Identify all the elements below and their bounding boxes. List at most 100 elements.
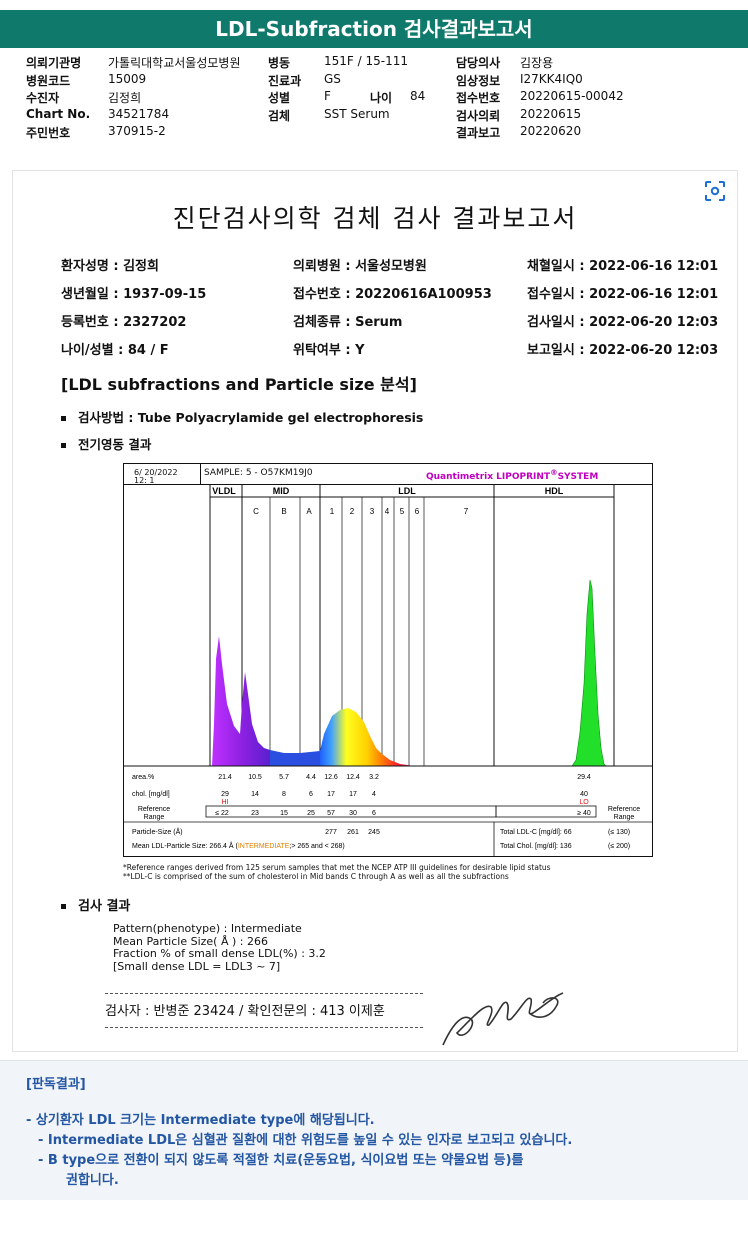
interpretation-heading: [판독결과]	[26, 1077, 86, 1092]
particle-value: 245	[368, 829, 380, 836]
ref-value: 57	[327, 810, 335, 817]
meta-label: 병원코드	[26, 73, 71, 88]
patient-field: 등록번호 : 2327202	[61, 315, 187, 330]
result-line: [Small dense LDL = LDL3 ~ 7]	[113, 959, 281, 973]
lipoprint-chart: 6/ 20/2022 12: 1 SAMPLE: 5 - O57KM19J0 Q…	[123, 463, 653, 857]
band-label: 5	[400, 507, 405, 516]
chol-value: 8	[282, 791, 286, 798]
mid-b-area	[270, 750, 320, 766]
meta-value: GS	[324, 71, 341, 86]
band-label: 2	[350, 507, 355, 516]
band-label: 7	[464, 507, 469, 516]
patient-info: 환자성명 : 김정희 의뢰병원 : 서울성모병원 채혈일시 : 2022-06-16…	[61, 255, 721, 367]
meta-value: 20220615-00042	[520, 89, 624, 103]
particle-value: 261	[347, 829, 359, 836]
report-title: 진단검사의학 검체 검사 결과보고서	[172, 204, 578, 233]
age-label: 나이	[370, 91, 393, 105]
patient-field: 환자성명 : 김정희	[61, 259, 159, 274]
area-value: 5.7	[279, 774, 289, 781]
method-text: 검사방법 : Tube Polyacrylamide gel electroph…	[78, 410, 424, 425]
chol-value: 17	[327, 791, 335, 798]
section-label: HDL	[545, 486, 564, 496]
ref-right-label: Range	[614, 814, 635, 821]
patient-field: 채혈일시 : 2022-06-16 12:01	[527, 259, 719, 274]
chol-value: 4	[372, 791, 376, 798]
section-label: LDL	[398, 486, 416, 496]
vldl-mid-area	[212, 636, 270, 766]
patient-field: 접수일시 : 2022-06-16 12:01	[527, 287, 719, 302]
ref-value: 23	[251, 810, 259, 817]
meta-value: 151F / 15-111	[324, 54, 408, 68]
section-label: MID	[273, 486, 290, 496]
electro-line: 전기영동 결과	[61, 434, 151, 453]
request-meta: 의뢰기관명 가톨릭대학교서울성모병원 병동 151F / 15-111 담당의사…	[26, 54, 726, 142]
area-value: 12.4	[346, 774, 360, 781]
ref-value: 30	[349, 810, 357, 817]
chol-value: 17	[349, 791, 357, 798]
method-line: 검사방법 : Tube Polyacrylamide gel electroph…	[61, 407, 423, 426]
band-label: 4	[385, 507, 390, 516]
band-label: C	[253, 507, 259, 516]
ref-hdl-value: ≥ 40	[577, 810, 591, 817]
meta-label: 담당의사	[456, 56, 501, 70]
area-value: 3.2	[369, 774, 379, 781]
examiner-text: 검사자 : 반병준 23424 / 확인전문의 : 413 이제훈	[105, 1004, 385, 1019]
interpretation-panel: [판독결과] - 상기환자 LDL 크기는 Intermediate type에…	[0, 1060, 748, 1200]
patient-field: 나이/성별 : 84 / F	[61, 343, 169, 358]
chol-row-label: chol. [mg/dl]	[132, 791, 170, 798]
report-image-panel: 진단검사의학 검체 검사 결과보고서 환자성명 : 김정희 의뢰병원 : 서울성모…	[12, 170, 738, 1052]
meta-value: 34521784	[108, 106, 170, 121]
meta-label: 병동	[268, 56, 291, 70]
meta-label: 결과보고	[456, 126, 501, 140]
meta-value: 가톨릭대학교서울성모병원	[108, 56, 241, 70]
area-value: 12.6	[324, 774, 338, 781]
meta-row: 주민번호 370915-2 결과보고 20220620	[26, 124, 726, 142]
band-label: B	[281, 507, 286, 516]
section-label: VLDL	[212, 486, 236, 496]
analysis-section-title: [LDL subfractions and Particle size 분석]	[61, 375, 417, 394]
area-value: 4.4	[306, 774, 316, 781]
meta-label: 성별	[268, 91, 291, 105]
patient-field: 검사일시 : 2022-06-20 12:03	[527, 315, 719, 330]
bullet-icon	[61, 443, 66, 448]
note-line: *Reference ranges derived from 125 serum…	[123, 863, 551, 872]
interpretation-line: - B type으로 전환이 되지 않도록 적절한 치료(운동요법, 식이요법 …	[38, 1153, 524, 1168]
scan-icon[interactable]	[703, 179, 727, 203]
chol-value: 29	[221, 791, 229, 798]
patient-field: 생년월일 : 1937-09-15	[61, 287, 207, 302]
ref-row-label: Reference	[138, 806, 170, 813]
area-value: 10.5	[248, 774, 262, 781]
result-line: Fraction % of small dense LDL(%) : 3.2	[113, 947, 326, 960]
meta-row: 수진자 김정희 성별 F 나이 84 접수번호 20220615-00042	[26, 89, 726, 107]
meta-value: 20220620	[520, 124, 582, 138]
meta-value: SST Serum	[324, 106, 390, 121]
note-line: **LDL-C is comprised of the sum of chole…	[123, 872, 509, 881]
total-chol-ref: (≤ 200)	[608, 843, 630, 850]
meta-label: Chart No.	[26, 106, 91, 121]
band-label: 1	[330, 507, 335, 516]
result-line: Pattern(phenotype) : Intermediate	[113, 922, 302, 935]
particle-value: 277	[325, 829, 337, 836]
mean-ldl-line: Mean LDL-Particle Size: 266.4 Å (INTERME…	[132, 841, 345, 850]
meta-value: I27KK4IQ0	[520, 71, 583, 86]
chol-value: 6	[309, 791, 313, 798]
meta-label: 검사의뢰	[456, 108, 501, 123]
meta-row: 의뢰기관명 가톨릭대학교서울성모병원 병동 151F / 15-111 담당의사…	[26, 54, 726, 72]
bullet-icon	[61, 416, 66, 421]
ref-value: ≤ 22	[215, 810, 229, 817]
interpretation-line: 권합니다.	[66, 1173, 119, 1188]
patient-field: 검체종류 : Serum	[293, 315, 403, 330]
ref-row-label: Range	[144, 814, 165, 821]
chart-time: 12: 1	[134, 476, 155, 485]
ref-value: 6	[372, 810, 376, 817]
meta-value: 김장용	[520, 56, 554, 70]
meta-label: 수진자	[26, 91, 60, 105]
chart-sample: SAMPLE: 5 - O57KM19J0	[204, 468, 313, 478]
chol-value: 14	[251, 791, 259, 798]
chol-value: 40	[580, 791, 588, 798]
result-heading: 검사 결과	[61, 895, 130, 914]
particle-label: Particle-Size (Å)	[132, 827, 183, 836]
band-label: 3	[370, 507, 375, 516]
meta-value: 김정희	[108, 91, 142, 105]
meta-row: 병원코드 15009 진료과 GS 임상정보 I27KK4IQ0	[26, 72, 726, 90]
